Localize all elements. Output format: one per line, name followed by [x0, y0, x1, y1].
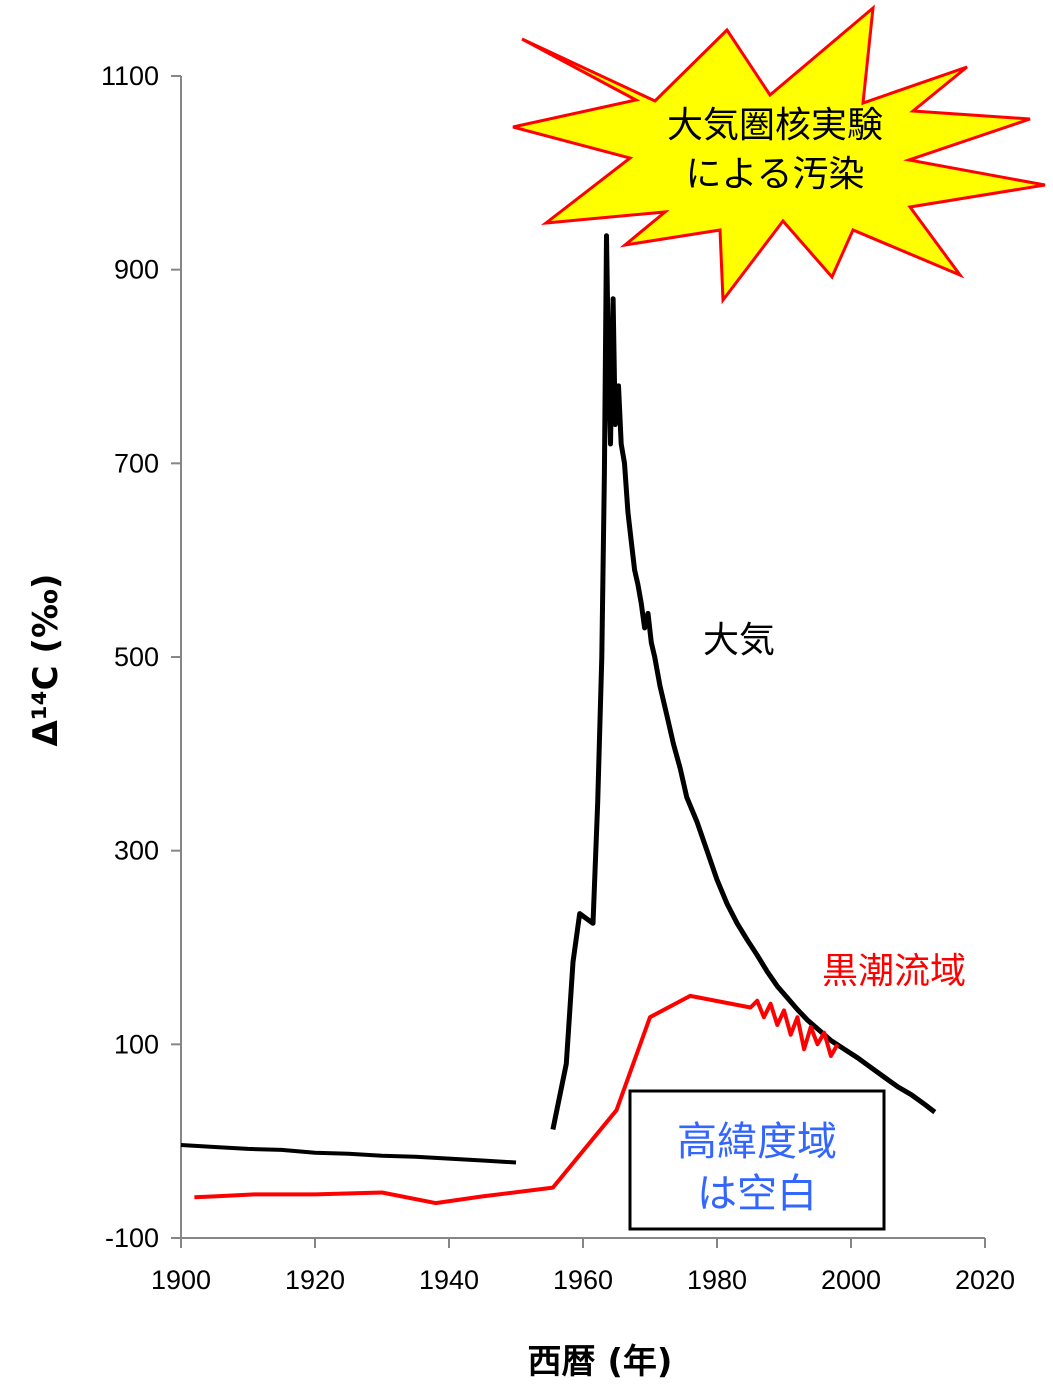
series-layer [180, 233, 937, 1206]
y-tick-label: 700 [114, 448, 159, 478]
x-tick-label: 1940 [419, 1265, 479, 1295]
explosion-burst-shape [512, 4, 1046, 305]
high-latitude-box [628, 1089, 886, 1231]
y-tick-label: -100 [105, 1223, 159, 1253]
x-tick-label: 1960 [553, 1265, 613, 1295]
y-tick-label: 1100 [101, 61, 159, 91]
y-axis-title: Δ¹⁴C (‰) [26, 574, 66, 747]
series-label-atmosphere: 大気 [703, 620, 775, 661]
x-axis-title: 西暦 (年) [528, 1342, 673, 1382]
series-line-atmosphere-2 [550, 233, 937, 1130]
series-label-kuroshio: 黒潮流域 [822, 951, 966, 992]
y-ticks: -100 100 300 500 700 900 1100 [101, 61, 181, 1253]
x-tick-label: 1900 [151, 1265, 211, 1295]
x-ticks: 1900 1920 1940 1960 1980 2000 2020 [151, 1238, 1015, 1295]
series-line-atmosphere-1 [180, 1143, 517, 1165]
series-line-kuroshio-1 [194, 993, 840, 1206]
y-tick-label: 500 [114, 642, 159, 672]
y-tick-label: 900 [114, 255, 159, 285]
y-tick-label: 100 [114, 1029, 159, 1059]
x-tick-label: 1980 [687, 1265, 747, 1295]
y-tick-label: 300 [114, 836, 159, 866]
x-tick-label: 2000 [821, 1265, 881, 1295]
burst-text-line1: 大気圏核実験 [667, 105, 883, 146]
x-tick-label: 1920 [285, 1265, 345, 1295]
box-text-line1: 高緯度域 [677, 1119, 837, 1165]
burst-text-line2: による汚染 [686, 154, 865, 195]
x-tick-label: 2020 [955, 1265, 1015, 1295]
box-text-line2: は空白 [697, 1171, 817, 1217]
